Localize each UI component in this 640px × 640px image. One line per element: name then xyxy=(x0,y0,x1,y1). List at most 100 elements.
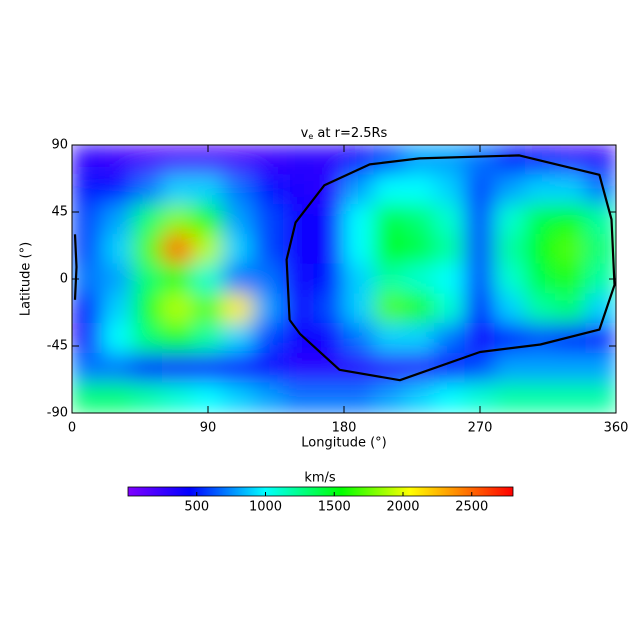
cell xyxy=(101,233,133,265)
cell xyxy=(434,204,466,235)
cell xyxy=(343,293,375,325)
cell xyxy=(131,293,164,325)
cell xyxy=(283,323,315,354)
cell xyxy=(192,323,224,354)
cell xyxy=(101,263,133,295)
cell xyxy=(494,174,526,206)
cell xyxy=(373,323,405,354)
cell xyxy=(162,263,194,295)
y-tick-label: 90 xyxy=(51,138,68,153)
y-tick-label: -90 xyxy=(47,406,68,421)
cell xyxy=(131,233,164,265)
cell xyxy=(343,174,375,206)
cell xyxy=(585,352,616,384)
cell xyxy=(313,382,345,413)
cell xyxy=(101,352,133,384)
cell xyxy=(222,382,254,413)
cell xyxy=(101,323,133,354)
cell xyxy=(555,382,587,413)
cell xyxy=(131,204,164,235)
cell xyxy=(524,263,557,295)
y-tick-label: 0 xyxy=(60,272,68,287)
cell xyxy=(101,174,133,206)
cell xyxy=(252,145,285,176)
x-axis-label: Longitude (°) xyxy=(301,436,386,451)
cell xyxy=(373,293,405,325)
cell xyxy=(131,145,164,176)
x-tick-label: 270 xyxy=(468,421,493,436)
cells xyxy=(72,145,616,413)
cell xyxy=(555,233,587,265)
cell xyxy=(434,145,466,176)
cell xyxy=(555,263,587,295)
cell xyxy=(252,263,285,295)
cell xyxy=(524,293,557,325)
cell xyxy=(222,145,254,176)
cell xyxy=(585,145,616,176)
cell xyxy=(494,233,526,265)
cell xyxy=(131,323,164,354)
cell xyxy=(343,204,375,235)
cell xyxy=(192,293,224,325)
cell xyxy=(403,293,436,325)
cell xyxy=(524,323,557,354)
cell xyxy=(252,174,285,206)
cell xyxy=(464,204,496,235)
cell xyxy=(72,293,103,325)
cell xyxy=(192,263,224,295)
cell xyxy=(162,382,194,413)
cell xyxy=(373,382,405,413)
title-rest: at r=2.5Rs xyxy=(313,126,387,141)
cell xyxy=(464,352,496,384)
cell xyxy=(252,293,285,325)
cell xyxy=(131,263,164,295)
cell xyxy=(524,204,557,235)
cell xyxy=(283,174,315,206)
cell xyxy=(524,352,557,384)
contour-line xyxy=(73,234,78,300)
cell xyxy=(162,174,194,206)
cell xyxy=(434,323,466,354)
cell xyxy=(434,174,466,206)
cell xyxy=(585,382,616,413)
cell xyxy=(403,352,436,384)
cell xyxy=(403,204,436,235)
cell xyxy=(252,352,285,384)
cell xyxy=(162,352,194,384)
cell xyxy=(162,233,194,265)
cell xyxy=(464,174,496,206)
title-main: v xyxy=(301,126,309,141)
cell xyxy=(72,382,103,413)
colorbar-tick-label: 1000 xyxy=(249,500,282,515)
cell xyxy=(494,145,526,176)
cell xyxy=(343,233,375,265)
cell xyxy=(101,204,133,235)
cell xyxy=(343,263,375,295)
cell xyxy=(524,233,557,265)
x-tick-label: 90 xyxy=(200,421,217,436)
cell xyxy=(403,382,436,413)
cell xyxy=(524,382,557,413)
cell xyxy=(343,382,375,413)
cell xyxy=(222,263,254,295)
cell xyxy=(162,204,194,235)
cell xyxy=(222,323,254,354)
cell xyxy=(373,174,405,206)
cell xyxy=(283,145,315,176)
cell xyxy=(192,233,224,265)
cell xyxy=(252,323,285,354)
cell xyxy=(192,174,224,206)
cell xyxy=(252,233,285,265)
colorbar-tick-label: 2000 xyxy=(386,500,419,515)
cell xyxy=(434,382,466,413)
cell xyxy=(555,352,587,384)
cell xyxy=(162,293,194,325)
cell xyxy=(72,204,103,235)
cell xyxy=(131,352,164,384)
x-tick-label: 360 xyxy=(604,421,629,436)
contour-line xyxy=(285,154,616,382)
cell xyxy=(162,323,194,354)
cell xyxy=(252,204,285,235)
title-sub: e xyxy=(308,132,313,141)
